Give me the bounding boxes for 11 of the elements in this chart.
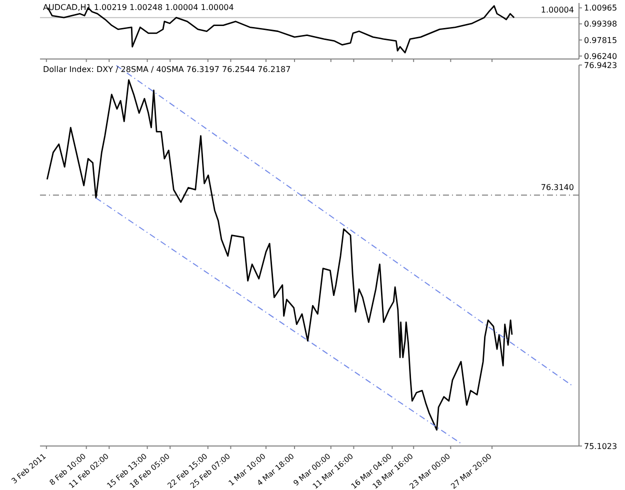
line-series [46,79,513,431]
y-tick-label: 1.00965 [584,4,618,13]
y-tick-label: 0.99398 [584,20,618,29]
y-tick-label: 75.1023 [584,442,618,451]
chart-title: AUDCAD,H1 1.00219 1.00248 1.00004 1.00004 [43,3,234,12]
ref-line-label: 76.3140 [540,183,574,192]
y-tick-label: 0.97815 [584,36,618,45]
ref-line-label: 1.00004 [540,6,574,15]
y-tick-label: 0.96240 [584,52,618,61]
chart-title: Dollar Index: DXY / 28SMA / 40SMA 76.3197 76.2544 76.2187 [43,65,291,74]
y-tick-label: 76.9423 [584,60,618,70]
